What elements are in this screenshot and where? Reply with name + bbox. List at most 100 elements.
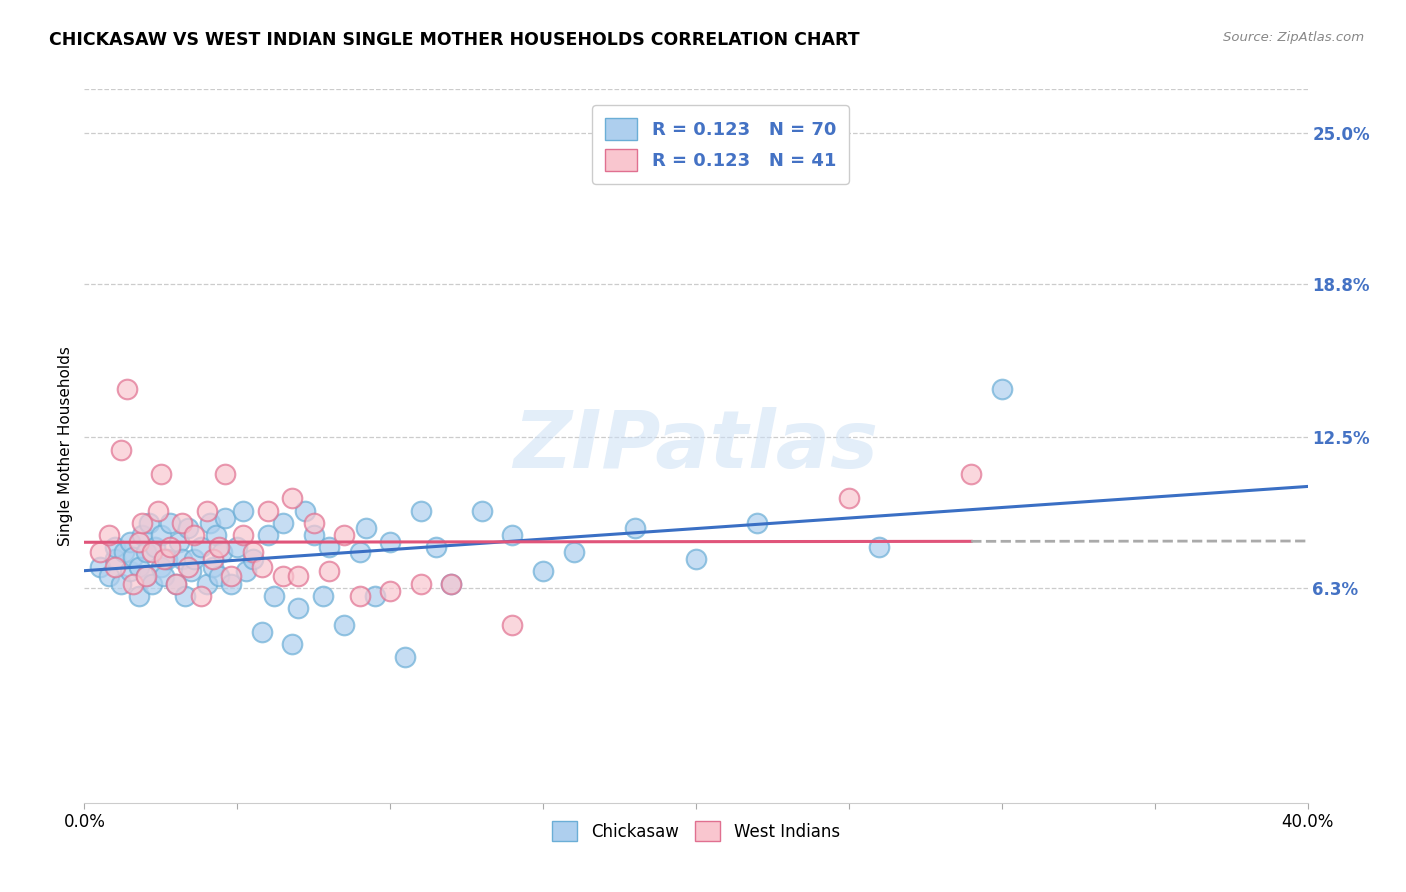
Point: [440, 576, 463, 591]
Text: ZIPatlas: ZIPatlas: [513, 407, 879, 485]
Point: [960, 467, 983, 481]
Point: [156, 552, 179, 566]
Point: [201, 552, 224, 566]
Point: [131, 528, 153, 542]
Point: [354, 520, 377, 534]
Point: [198, 516, 221, 530]
Point: [425, 540, 447, 554]
Point: [250, 559, 273, 574]
Point: [141, 576, 163, 591]
Point: [281, 638, 304, 652]
Point: [183, 552, 205, 566]
Text: Source: ZipAtlas.com: Source: ZipAtlas.com: [1223, 31, 1364, 45]
Y-axis label: Single Mother Households: Single Mother Households: [58, 346, 73, 546]
Point: [471, 503, 494, 517]
Point: [122, 576, 145, 591]
Point: [180, 565, 202, 579]
Point: [110, 576, 132, 591]
Point: [235, 565, 257, 579]
Point: [172, 516, 194, 530]
Point: [502, 528, 524, 542]
Point: [115, 382, 138, 396]
Point: [302, 528, 325, 542]
Point: [183, 528, 205, 542]
Point: [177, 520, 200, 534]
Point: [167, 535, 190, 549]
Point: [380, 535, 402, 549]
Point: [991, 382, 1014, 396]
Point: [138, 516, 160, 530]
Point: [89, 559, 111, 574]
Point: [838, 491, 860, 506]
Point: [394, 649, 416, 664]
Point: [409, 576, 432, 591]
Point: [135, 569, 157, 583]
Point: [135, 545, 157, 559]
Point: [312, 589, 335, 603]
Point: [294, 503, 316, 517]
Point: [120, 535, 142, 549]
Point: [195, 503, 218, 517]
Point: [349, 545, 371, 559]
Point: [159, 516, 181, 530]
Point: [440, 576, 463, 591]
Point: [149, 528, 172, 542]
Point: [146, 503, 169, 517]
Point: [263, 589, 285, 603]
Point: [869, 540, 891, 554]
Legend: Chickasaw, West Indians: Chickasaw, West Indians: [546, 814, 846, 848]
Point: [141, 545, 163, 559]
Point: [201, 559, 224, 574]
Point: [128, 559, 150, 574]
Point: [214, 511, 236, 525]
Point: [165, 576, 187, 591]
Point: [190, 589, 212, 603]
Point: [271, 516, 294, 530]
Point: [531, 565, 554, 579]
Point: [153, 569, 176, 583]
Point: [97, 528, 120, 542]
Text: CHICKASAW VS WEST INDIAN SINGLE MOTHER HOUSEHOLDS CORRELATION CHART: CHICKASAW VS WEST INDIAN SINGLE MOTHER H…: [49, 31, 860, 49]
Point: [287, 601, 309, 615]
Point: [104, 552, 127, 566]
Point: [149, 467, 172, 481]
Point: [174, 589, 197, 603]
Point: [122, 549, 145, 564]
Point: [333, 528, 356, 542]
Point: [205, 528, 228, 542]
Point: [624, 520, 647, 534]
Point: [97, 569, 120, 583]
Point: [250, 625, 273, 640]
Point: [120, 565, 142, 579]
Point: [104, 540, 127, 554]
Point: [747, 516, 769, 530]
Point: [281, 491, 304, 506]
Point: [302, 516, 325, 530]
Point: [219, 576, 242, 591]
Point: [242, 545, 264, 559]
Point: [112, 545, 135, 559]
Point: [128, 535, 150, 549]
Point: [153, 552, 176, 566]
Point: [409, 503, 432, 517]
Point: [257, 528, 280, 542]
Point: [159, 540, 181, 554]
Point: [562, 545, 585, 559]
Point: [128, 589, 150, 603]
Point: [502, 618, 524, 632]
Point: [242, 552, 264, 566]
Point: [685, 552, 707, 566]
Point: [149, 559, 172, 574]
Point: [104, 559, 127, 574]
Point: [318, 565, 340, 579]
Point: [208, 569, 231, 583]
Point: [211, 545, 233, 559]
Point: [195, 576, 218, 591]
Point: [208, 540, 231, 554]
Point: [214, 467, 236, 481]
Point: [271, 569, 294, 583]
Point: [131, 516, 153, 530]
Point: [190, 540, 212, 554]
Point: [177, 559, 200, 574]
Point: [380, 583, 402, 598]
